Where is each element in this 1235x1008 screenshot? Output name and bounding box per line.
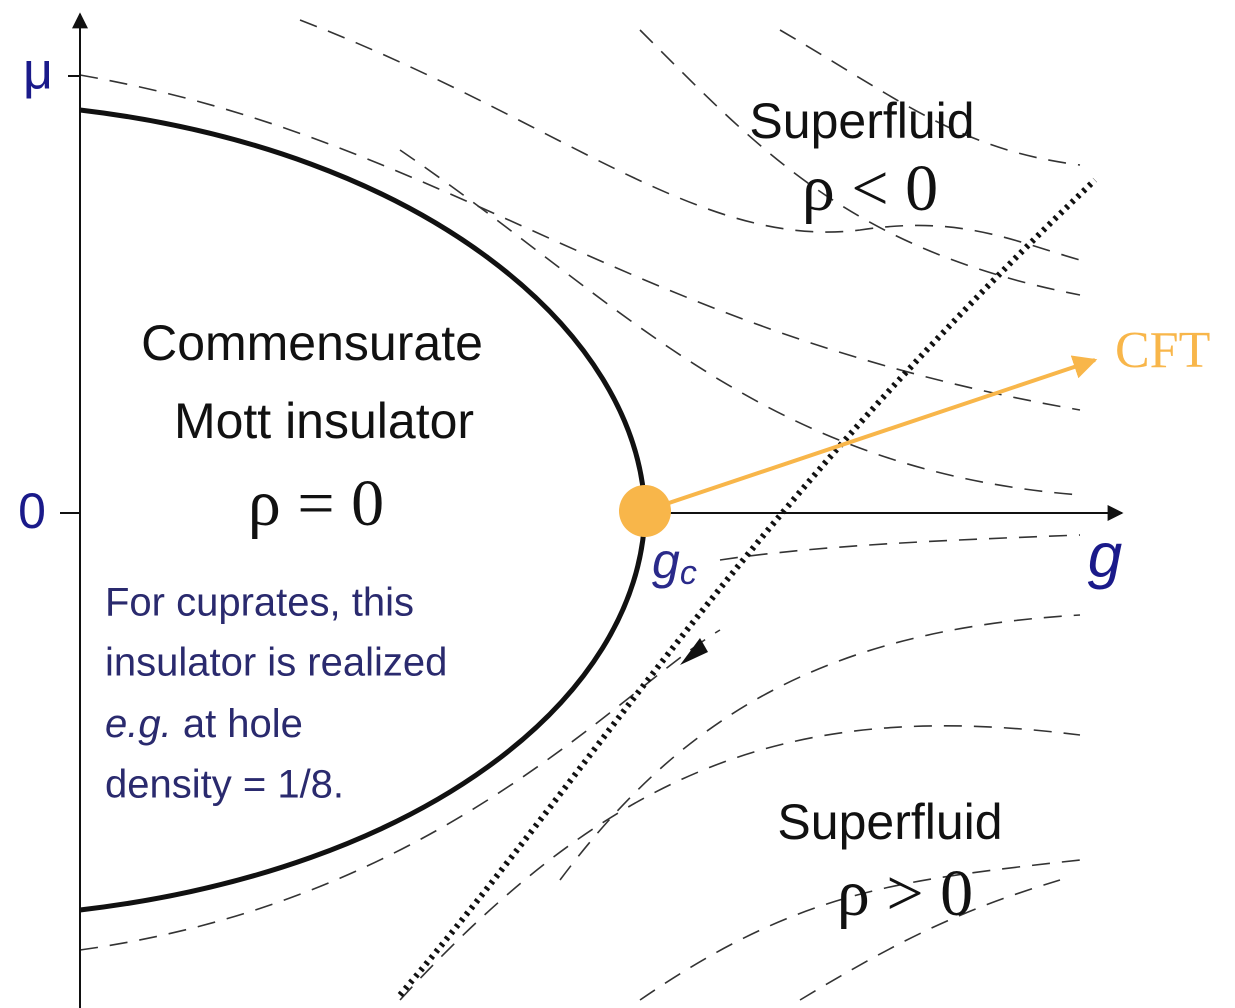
critical-point bbox=[619, 485, 671, 537]
note-italic: e.g. bbox=[105, 702, 172, 746]
region-formula: ρ = 0 bbox=[248, 467, 384, 540]
note-line: insulator is realized bbox=[105, 641, 447, 685]
origin-label: 0 bbox=[18, 483, 46, 539]
x-axis-label: g bbox=[1088, 521, 1122, 590]
note-line: density = 1/8. bbox=[105, 763, 344, 807]
note: For cuprates, this insulator is realized… bbox=[105, 581, 447, 807]
region-name: Commensurate bbox=[141, 315, 483, 371]
cft-line bbox=[397, 177, 1098, 997]
region-name: Superfluid bbox=[749, 93, 974, 149]
critical-label: gc bbox=[652, 533, 697, 592]
note-text: at hole bbox=[172, 702, 303, 746]
cft-label: CFT bbox=[1115, 322, 1210, 379]
region-formula: ρ > 0 bbox=[837, 857, 973, 930]
critical-subscript: c bbox=[680, 554, 697, 592]
region-name: Superfluid bbox=[777, 794, 1002, 850]
note-line: For cuprates, this bbox=[105, 581, 414, 625]
flow-lines bbox=[79, 19, 1081, 1001]
flow-arrow bbox=[680, 638, 708, 665]
y-axis-label: μ bbox=[23, 43, 53, 101]
cft-pointer bbox=[644, 355, 1098, 513]
critical-symbol: g bbox=[652, 533, 680, 589]
region-name: Mott insulator bbox=[174, 393, 474, 449]
note-line: e.g. at hole bbox=[105, 702, 303, 746]
region-formula: ρ < 0 bbox=[802, 152, 938, 225]
